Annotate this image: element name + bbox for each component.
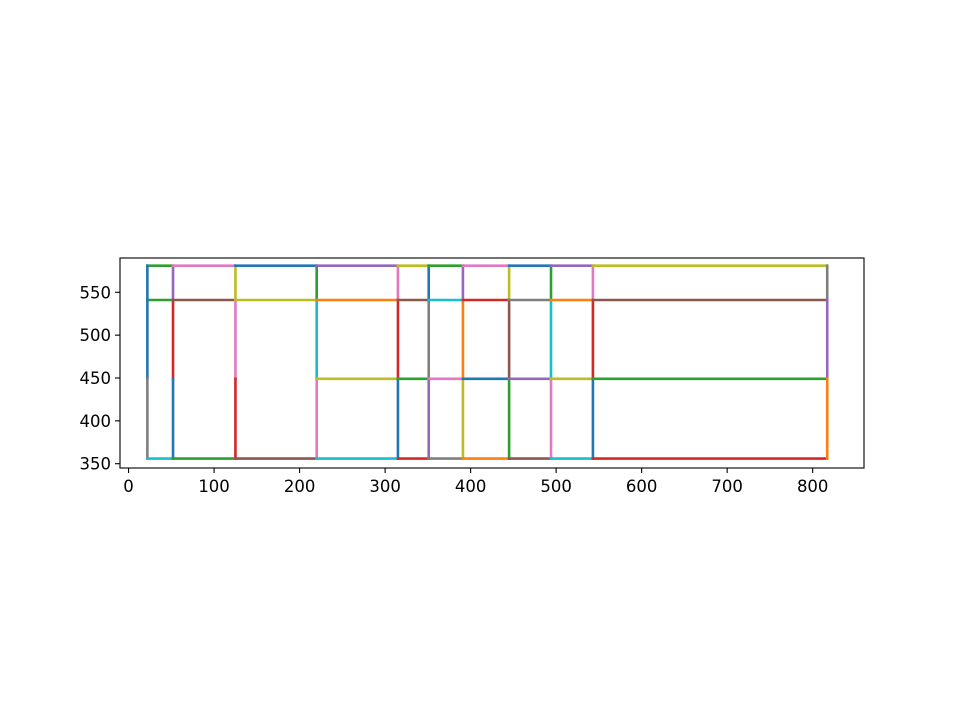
axes-frame	[119, 257, 865, 469]
y-tick-label: 400	[80, 412, 112, 431]
x-axis: 0 100 200 300 400 500 600 700 800	[123, 468, 828, 496]
plot-area	[119, 257, 865, 469]
y-axis: 350 400 450 500 550	[80, 283, 120, 474]
x-tick-label: 600	[626, 477, 658, 496]
x-tick-label: 300	[369, 477, 401, 496]
x-tick-label: 700	[711, 477, 743, 496]
y-tick-label: 550	[80, 283, 112, 302]
x-tick-label: 0	[123, 477, 134, 496]
y-tick-label: 500	[80, 326, 112, 345]
x-tick-label: 400	[455, 477, 487, 496]
x-tick-label: 200	[284, 477, 316, 496]
x-tick-label: 500	[540, 477, 572, 496]
x-tick-label: 100	[198, 477, 230, 496]
y-tick-label: 350	[80, 455, 112, 474]
y-tick-label: 450	[80, 369, 112, 388]
line-segments	[146, 264, 829, 460]
x-tick-label: 800	[797, 477, 829, 496]
